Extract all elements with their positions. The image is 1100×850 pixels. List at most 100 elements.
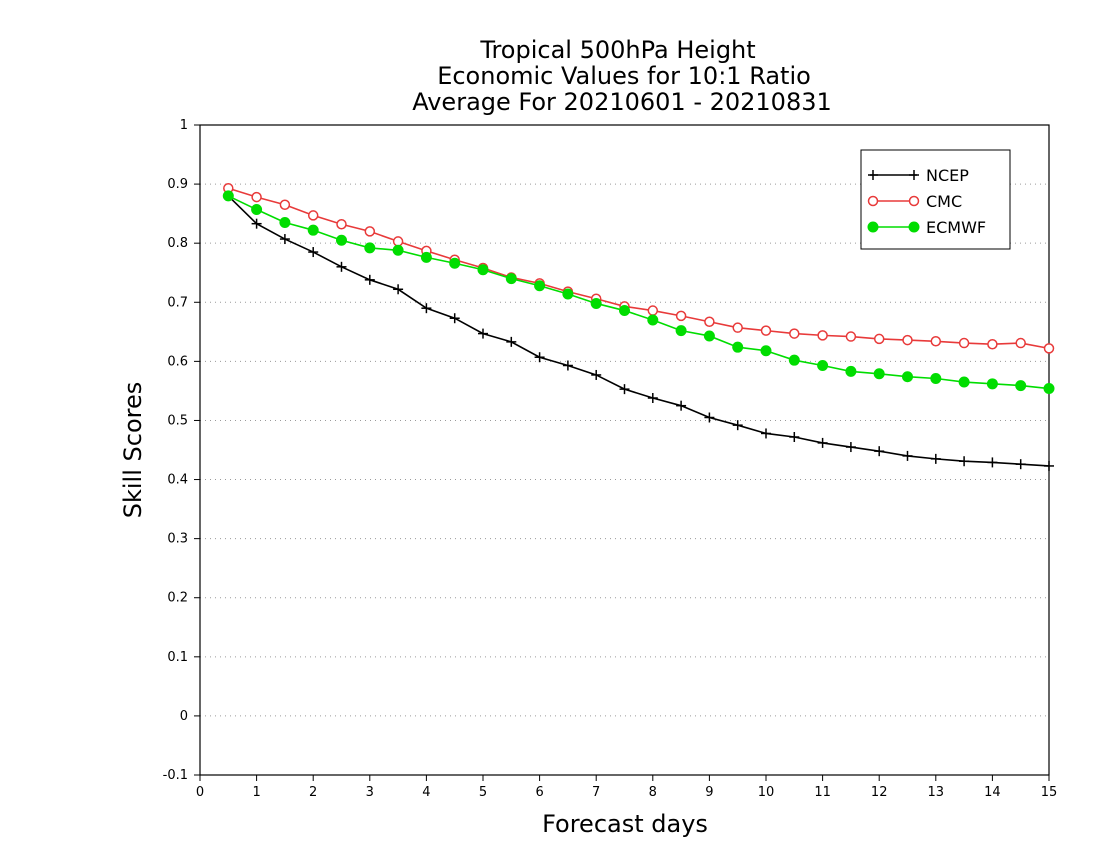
x-tick-label: 10: [758, 785, 775, 800]
y-tick-label: 0.4: [167, 473, 188, 488]
data-point-cmc: [789, 328, 800, 339]
data-point-ecmwf: [902, 371, 913, 383]
x-tick-label: 5: [479, 785, 487, 800]
data-point-cmc: [392, 236, 404, 247]
y-axis-label: Skill Scores: [119, 382, 147, 519]
data-point-ncep: [364, 274, 375, 285]
series-ecmwf: [222, 190, 1055, 395]
data-point-ecmwf: [279, 217, 291, 228]
legend: NCEP CMC ECMWF: [860, 149, 1011, 250]
data-point-ecmwf: [251, 204, 263, 215]
data-point-ecmwf: [703, 330, 715, 342]
data-point-ecmwf: [1043, 383, 1055, 395]
data-point-cmc: [817, 330, 828, 341]
data-point-ncep: [930, 453, 941, 464]
data-point-ecmwf: [562, 288, 574, 300]
data-point-ncep: [817, 437, 828, 448]
legend-marker: [868, 170, 878, 180]
x-tick-label: 9: [705, 785, 713, 800]
x-tick-label: 6: [535, 785, 543, 800]
data-point-cmc: [958, 337, 970, 349]
data-point-cmc: [902, 334, 913, 346]
legend-label: CMC: [926, 192, 962, 211]
legend-marker: [867, 195, 879, 207]
x-tick-label: 2: [309, 785, 317, 800]
data-point-ecmwf: [873, 368, 885, 380]
data-point-ecmwf: [222, 190, 234, 202]
data-point-cmc: [732, 322, 743, 333]
x-tick-label: 11: [814, 785, 831, 800]
title-line-1: Tropical 500hPa Height: [479, 36, 755, 64]
x-tick-label: 3: [366, 785, 374, 800]
data-point-ecmwf: [477, 264, 489, 276]
data-point-ncep: [478, 328, 488, 339]
data-point-cmc: [307, 210, 319, 221]
data-point-cmc: [647, 305, 659, 316]
data-point-ncep: [902, 450, 913, 461]
data-point-ecmwf: [788, 354, 800, 366]
data-point-ecmwf: [420, 251, 432, 263]
data-point-ncep: [619, 384, 630, 395]
data-point-cmc: [930, 336, 942, 347]
data-point-ncep: [732, 420, 743, 431]
data-point-ecmwf: [505, 273, 517, 285]
data-point-ecmwf: [817, 360, 829, 371]
x-tick-label: 14: [984, 785, 1001, 800]
data-point-ecmwf: [958, 376, 970, 388]
y-tick-label: -0.1: [163, 768, 188, 783]
data-point-ncep: [845, 442, 856, 453]
axes: -0.100.10.20.30.40.50.60.70.80.910 1 2 3 4 5 6…: [163, 118, 1058, 800]
data-point-cmc: [873, 333, 885, 345]
gridlines: [200, 183, 1049, 717]
y-tick-label: 1: [180, 118, 188, 133]
data-point-ecmwf: [647, 314, 659, 326]
data-point-cmc: [1015, 337, 1026, 349]
data-point-ecmwf: [675, 325, 687, 337]
data-point-ecmwf: [930, 373, 942, 384]
data-point-ecmwf: [307, 224, 319, 236]
data-point-ncep: [959, 456, 970, 467]
data-point-ncep: [279, 234, 290, 245]
data-point-ncep: [534, 352, 545, 363]
data-point-cmc: [364, 226, 376, 237]
y-tick-label: 0.6: [167, 354, 188, 369]
data-point-ncep: [704, 412, 715, 423]
legend-item-ecmwf: ECMWF: [867, 218, 986, 237]
data-point-ecmwf: [364, 242, 376, 254]
y-tick-label: 0.1: [167, 650, 188, 665]
series-cmc: [223, 182, 1055, 354]
title-line-2: Economic Values for 10:1 Ratio: [437, 62, 811, 90]
data-point-cmc: [760, 325, 772, 336]
data-point-cmc: [987, 338, 998, 350]
legend-marker: [908, 221, 920, 233]
legend-marker: [908, 195, 920, 207]
legend-item-ncep: NCEP: [868, 166, 969, 185]
data-point-ncep: [987, 457, 998, 468]
x-axis-label: Forecast days: [542, 810, 708, 838]
data-point-ncep: [676, 400, 687, 411]
legend-label: ECMWF: [926, 218, 986, 237]
title-line-3: Average For 20210601 - 20210831: [412, 88, 832, 116]
legend-box: [860, 149, 1011, 250]
data-point-cmc: [845, 331, 857, 342]
x-tick-label: 12: [871, 785, 888, 800]
legend-marker: [867, 221, 879, 233]
data-point-ncep: [393, 284, 404, 295]
legend-marker: [909, 170, 919, 180]
data-point-cmc: [336, 219, 347, 230]
data-point-cmc: [279, 199, 291, 211]
data-point-ecmwf: [336, 234, 347, 246]
x-tick-label: 13: [928, 785, 945, 800]
legend-item-cmc: CMC: [867, 192, 962, 211]
data-point-ncep: [421, 303, 432, 314]
data-point-ncep: [874, 446, 885, 457]
data-point-ecmwf: [392, 244, 404, 256]
series-group: [222, 182, 1055, 471]
x-tick-label: 4: [422, 785, 430, 800]
legend-label: NCEP: [926, 166, 969, 185]
data-point-ecmwf: [760, 345, 772, 357]
x-tick-label: 1: [252, 785, 260, 800]
data-point-ncep: [591, 369, 602, 380]
data-point-ncep: [1015, 459, 1026, 470]
